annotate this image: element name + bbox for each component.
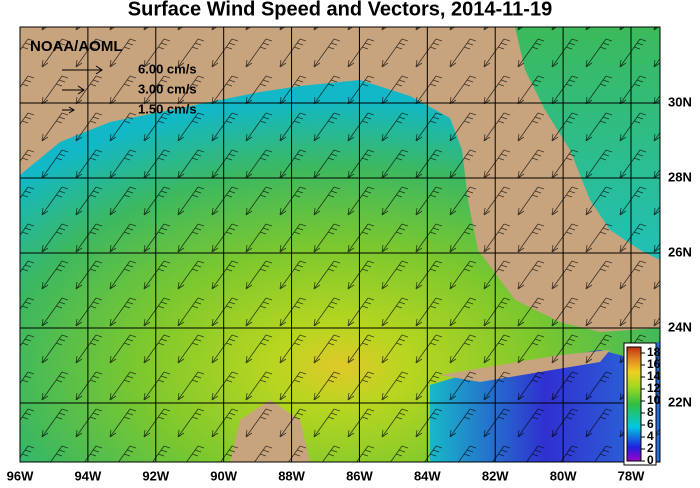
longitude-label: 84W bbox=[414, 468, 441, 483]
latitude-label: 22N bbox=[668, 394, 692, 409]
longitude-label: 88W bbox=[278, 468, 305, 483]
colorbar-tick-label: 10 bbox=[647, 393, 661, 407]
colorbar-tick-label: 0 bbox=[647, 453, 654, 467]
wind-vectors bbox=[20, 27, 660, 462]
graticule bbox=[19, 27, 660, 462]
source: NOAA/AOML bbox=[30, 38, 123, 55]
latitude-label: 24N bbox=[668, 319, 692, 334]
colorbar-tick-label: 4 bbox=[647, 429, 654, 443]
longitude-label: 82W bbox=[482, 468, 509, 483]
map-area bbox=[19, 26, 661, 463]
colorbar-tick-label: 18 bbox=[647, 345, 661, 359]
vector-legend: 6.00 cm/s 3.00 cm/s 1.50 cm/s bbox=[62, 61, 197, 116]
colorbar-tick-label: 2 bbox=[647, 441, 654, 455]
longitude-label: 94W bbox=[75, 468, 102, 483]
longitude-label: 90W bbox=[210, 468, 237, 483]
longitude-label: 78W bbox=[618, 468, 645, 483]
latitude-label: 28N bbox=[668, 169, 692, 184]
longitude-label: 80W bbox=[550, 468, 577, 483]
vector-label: 3.00 cm/s bbox=[138, 81, 197, 96]
colorbar-tick-label: 16 bbox=[647, 357, 661, 371]
colorbar-tick-label: 14 bbox=[647, 369, 661, 383]
colorbar-tick-label: 8 bbox=[647, 405, 654, 419]
title: Surface Wind Speed and Vectors, 2014-11-… bbox=[128, 0, 552, 20]
longitude-label: 96W bbox=[7, 468, 34, 483]
colorbar-tick-label: 6 bbox=[647, 417, 654, 431]
longitude-label: 86W bbox=[346, 468, 373, 483]
vector-label: 1.50 cm/s bbox=[138, 101, 197, 116]
longitude-label: 92W bbox=[142, 468, 169, 483]
colorbar-scale bbox=[626, 346, 642, 462]
latitude-label: 30N bbox=[668, 94, 692, 109]
colorbar-tick-label: 12 bbox=[647, 381, 661, 395]
vector-label: 6.00 cm/s bbox=[138, 61, 197, 76]
latitude-label: 26N bbox=[668, 244, 692, 259]
